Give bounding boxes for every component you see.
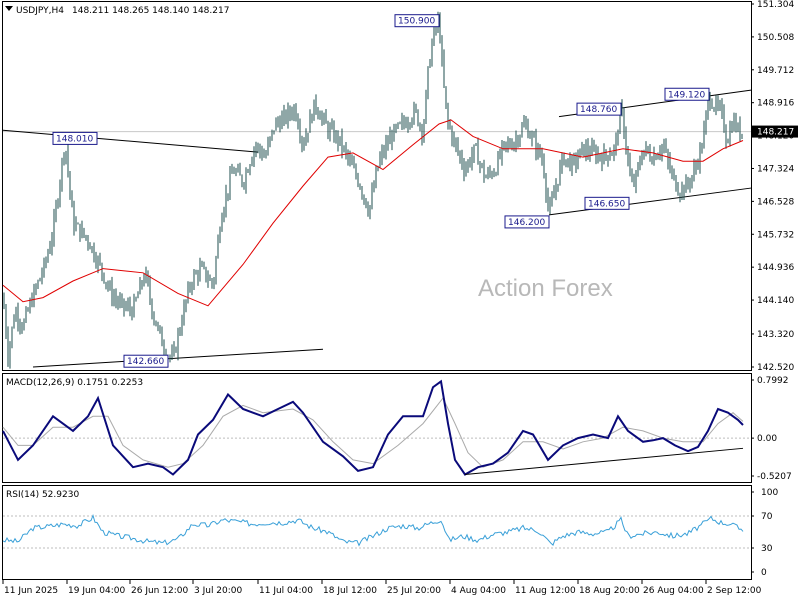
- macd-line: [2, 379, 744, 476]
- time-tick-label: 11 Jul 04:00: [259, 586, 313, 596]
- last-price-value: 148.217: [757, 128, 794, 138]
- price-tick-label: 146.528: [757, 197, 794, 207]
- price-panel-frame: [2, 1, 752, 371]
- price-label-box: [394, 14, 440, 28]
- price-label: 150.900: [398, 17, 435, 27]
- time-tick-label: 3 Jul 20:00: [194, 586, 243, 596]
- price-tick-label: 147.324: [757, 164, 794, 174]
- macd-signal-line: [2, 397, 744, 468]
- price-label-box: [664, 87, 710, 101]
- price-label: 148.010: [56, 134, 93, 144]
- rsi-panel-frame: [2, 485, 752, 580]
- price-label-layer: 150.900 148.010 148.760 149.120 146.200 146.6…: [52, 14, 710, 368]
- price-tick-label: 148.916: [757, 99, 794, 109]
- time-tick-label: 26 Aug 04:00: [643, 586, 704, 596]
- time-tick-label: 2 Sep 12:00: [707, 586, 762, 596]
- trendline: [2, 129, 259, 153]
- time-axis: 11 Jun 2025 19 Jun 04:00 26 Jun 12:00 3 Jul…: [2, 580, 762, 596]
- rsi-tick-label: 100: [761, 488, 778, 498]
- time-tick-label: 18 Aug 20:00: [579, 586, 640, 596]
- price-axis: 151.304150.508149.712148.916148.120147.3…: [751, 0, 798, 373]
- price-label-box: [123, 354, 169, 368]
- price-label: 149.120: [668, 90, 705, 100]
- price-label: 142.660: [127, 357, 164, 367]
- macd-tick-label: -0.5207: [757, 472, 792, 482]
- price-label-box: [504, 215, 550, 229]
- price-label-box: [52, 131, 98, 145]
- symbol-header: USDJPY,H4 148.211 148.265 148.140 148.21…: [5, 6, 229, 16]
- price-label: 146.200: [508, 218, 545, 228]
- moving-average-line: [2, 119, 744, 307]
- price-tick-label: 151.304: [757, 0, 794, 10]
- macd-trendline: [464, 447, 744, 475]
- macd-panel-frame: [2, 373, 752, 483]
- price-panel: Action Forex 150.900 148.010 148.760 149.12…: [2, 0, 798, 373]
- time-tick-label: 4 Aug 04:00: [451, 586, 506, 596]
- last-price-tag: [752, 125, 798, 138]
- macd-line-layer: [2, 379, 744, 476]
- watermark: Action Forex: [478, 275, 613, 302]
- time-tick-label: 11 Jun 2025: [4, 586, 58, 596]
- rsi-panel: 100 70 30 0 RSI(14) 52.9230: [2, 485, 778, 580]
- price-tick-label: 149.712: [757, 66, 794, 76]
- rsi-tick-label: 30: [761, 544, 773, 554]
- macd-tick-label: 0.7992: [757, 376, 789, 386]
- rsi-line-layer: [2, 513, 744, 547]
- price-label: 146.650: [588, 199, 625, 209]
- collapse-triangle-icon[interactable]: [5, 6, 13, 11]
- time-tick-label: 11 Aug 12:00: [515, 586, 576, 596]
- rsi-tick-label: 0: [761, 568, 767, 578]
- macd-title: MACD(12,26,9) 0.1751 0.2253: [6, 378, 143, 388]
- time-tick-label: 25 Jul 20:00: [387, 586, 441, 596]
- price-tick-label: 145.732: [757, 230, 794, 240]
- rsi-axis: 100 70 30 0: [751, 488, 778, 578]
- price-tick-label: 150.508: [757, 33, 794, 43]
- time-tick-label: 18 Jul 12:00: [323, 586, 377, 596]
- time-tick-label: 26 Jun 12:00: [131, 586, 188, 596]
- trendline: [548, 187, 752, 216]
- moving-average-layer: [2, 119, 744, 307]
- price-tick-label: 142.520: [757, 363, 794, 373]
- price-label: 148.760: [580, 105, 617, 115]
- macd-panel: 0.7992 0.00 -0.5207 MACD(12,26,9) 0.1751 0…: [2, 373, 792, 483]
- candle-layer: [3, 11, 743, 369]
- rsi-gridline-layer: [3, 515, 751, 549]
- price-tick-label: 144.936: [757, 263, 794, 273]
- rsi-tick-label: 70: [761, 512, 773, 522]
- macd-axis: 0.7992 0.00 -0.5207: [751, 376, 792, 482]
- rsi-title: RSI(14) 52.9230: [6, 490, 79, 500]
- rsi-line: [2, 513, 744, 547]
- ohlc-readout: 148.211 148.265 148.140 148.217: [72, 6, 229, 16]
- macd-tick-label: 0.00: [757, 434, 777, 444]
- symbol-title: USDJPY,H4: [16, 6, 64, 16]
- time-tick-label: 19 Jun 04:00: [68, 586, 125, 596]
- price-label-box: [576, 102, 622, 116]
- price-tick-label: 143.320: [757, 330, 794, 340]
- price-tick-label: 144.140: [757, 296, 794, 306]
- price-label-box: [584, 196, 630, 210]
